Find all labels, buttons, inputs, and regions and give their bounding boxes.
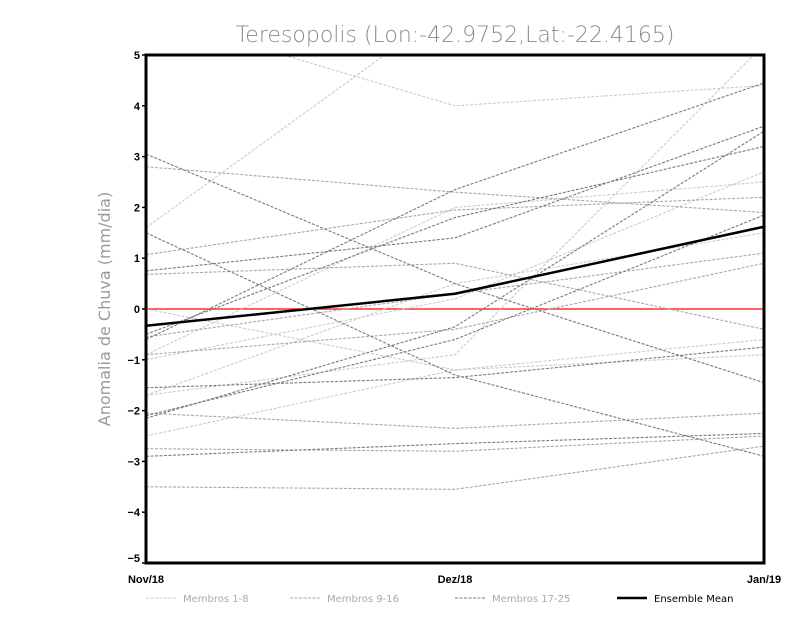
y-tick-label: −5 bbox=[127, 553, 140, 565]
member-line-group1-3 bbox=[146, 55, 755, 396]
member-line-group3-7 bbox=[146, 346, 764, 389]
member-line-group2-4 bbox=[146, 252, 764, 338]
member-line-group1-6 bbox=[146, 181, 764, 356]
y-tick-label: −1 bbox=[127, 355, 140, 367]
y-tick-label: −4 bbox=[127, 507, 140, 519]
legend-label: Ensemble Mean bbox=[654, 594, 733, 605]
y-tick-label: 2 bbox=[134, 202, 140, 214]
member-line-group3-5 bbox=[146, 145, 764, 335]
chart-title: Teresopolis (Lon:-42.9752,Lat:-22.4165) bbox=[236, 23, 675, 48]
member-line-group2-3 bbox=[146, 262, 764, 330]
member-line-group3-2 bbox=[146, 232, 764, 457]
member-line-group3-6 bbox=[146, 130, 764, 419]
x-tick-label: Jan/19 bbox=[747, 574, 781, 586]
member-line-group1-1 bbox=[281, 55, 764, 107]
member-line-group2-5 bbox=[146, 412, 764, 429]
plot-frame bbox=[144, 53, 766, 565]
y-tick-label: 3 bbox=[134, 152, 140, 164]
member-line-group2-2 bbox=[146, 196, 764, 256]
legend: Membros 1-8 Membros 9-16 Membros 17-25 Ense… bbox=[146, 594, 733, 605]
ensemble-mean-line bbox=[146, 225, 764, 328]
y-tick-label: 0 bbox=[134, 304, 140, 316]
y-tick-label: −2 bbox=[127, 406, 140, 418]
member-line-group3-1 bbox=[146, 153, 764, 384]
legend-label: Membros 17-25 bbox=[492, 594, 570, 605]
member-line-group3-8 bbox=[146, 432, 764, 457]
member-line-group1-7 bbox=[146, 308, 764, 371]
x-tick-label: Nov/18 bbox=[128, 574, 164, 586]
legend-label: Membros 9-16 bbox=[327, 594, 399, 605]
y-tick-label: 1 bbox=[134, 253, 140, 265]
member-line-group3-9 bbox=[146, 214, 764, 417]
member-line-group3-4 bbox=[146, 82, 764, 340]
y-tick-label: 4 bbox=[134, 101, 141, 113]
y-tick-label: −3 bbox=[127, 456, 140, 468]
member-line-group1-8 bbox=[146, 232, 764, 396]
x-tick-label: Dez/18 bbox=[438, 574, 473, 586]
member-line-group2-6 bbox=[146, 435, 764, 452]
member-line-group1-2 bbox=[146, 55, 386, 229]
y-axis-label: Anomalia de Chuva (mm/dia) bbox=[95, 192, 114, 426]
member-line-group3-3 bbox=[146, 125, 764, 272]
legend-label: Membros 1-8 bbox=[183, 594, 249, 605]
y-tick-label: 5 bbox=[134, 50, 140, 62]
member-line-group1-5 bbox=[146, 171, 764, 361]
